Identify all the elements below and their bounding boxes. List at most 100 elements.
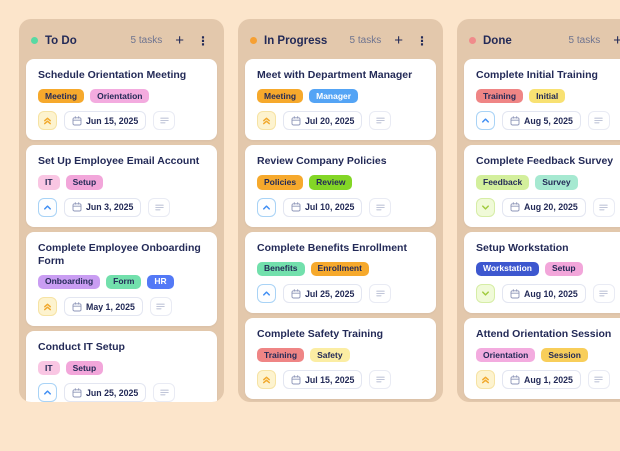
double-chevron-up-icon [263, 376, 270, 384]
task-card[interactable]: Meet with Department Manager Meeting Man… [245, 59, 436, 141]
tag-list: Feedback Survey [476, 175, 620, 190]
task-card[interactable]: Set Up Employee Email Account IT Setup J… [26, 145, 217, 227]
task-card[interactable]: Schedule Orientation Meeting Meeting Ori… [26, 59, 217, 141]
column-status-dot [250, 37, 257, 44]
tag: Safety [310, 348, 350, 363]
calendar-icon [291, 375, 301, 385]
tag-list: Meeting Orientation [38, 89, 205, 104]
chevron-up-icon [44, 390, 51, 395]
tag: Setup [65, 175, 104, 190]
notes-icon [587, 370, 610, 390]
priority-icon [38, 383, 57, 402]
task-card[interactable]: Review Company Policies Policies Review … [245, 145, 436, 227]
task-card[interactable]: Attend Orientation Session Orientation S… [464, 318, 620, 400]
column-title: To Do [45, 34, 77, 47]
tag: Initial [529, 89, 566, 104]
calendar-icon [72, 388, 82, 398]
task-card[interactable]: Complete Employee Onboarding Form Onboar… [26, 231, 217, 327]
due-date-label: Jul 25, 2025 [305, 288, 355, 299]
notes-icon [153, 111, 176, 131]
double-chevron-up-icon [263, 117, 270, 125]
due-date-label: Aug 1, 2025 [524, 374, 573, 385]
column-task-count: 5 tasks [568, 35, 601, 46]
task-title: Review Company Policies [257, 155, 387, 168]
text-lines-icon [376, 118, 385, 124]
tag: Orientation [90, 89, 150, 104]
calendar-icon [510, 116, 520, 126]
column-header: In Progress 5 tasks + ⋮ [245, 26, 436, 59]
column-header: Done 5 tasks + ⋮ [464, 26, 620, 59]
due-date-label: Aug 10, 2025 [524, 288, 578, 299]
due-date-chip: Aug 10, 2025 [502, 284, 586, 304]
task-meta: Jun 15, 2025 [38, 111, 205, 131]
column-task-count: 5 tasks [349, 35, 382, 46]
tag: Setup [65, 361, 104, 376]
tag: IT [38, 175, 60, 190]
task-card[interactable]: Complete Initial Training Training Initi… [464, 59, 620, 141]
tag: Feedback [476, 175, 530, 190]
due-date-label: May 1, 2025 [86, 301, 135, 312]
due-date-label: Aug 20, 2025 [524, 202, 578, 213]
add-card-icon[interactable]: + [610, 31, 620, 50]
priority-icon [257, 284, 276, 304]
task-card[interactable]: Setup Workstation Workstation Setup Aug … [464, 231, 620, 314]
text-lines-icon [376, 204, 385, 211]
task-title: Attend Orientation Session [476, 328, 612, 341]
task-card[interactable]: Complete Benefits Enrollment Benefits En… [245, 231, 436, 314]
due-date-chip: Aug 1, 2025 [502, 370, 581, 390]
calendar-icon [72, 116, 82, 126]
due-date-chip: Jul 15, 2025 [283, 370, 363, 390]
chevron-up-icon [263, 205, 270, 210]
tag: Benefits [257, 261, 305, 277]
column-header: To Do 5 tasks + ⋮ [26, 26, 217, 59]
priority-icon [38, 197, 57, 217]
tag-list: Onboarding Form HR [38, 274, 205, 290]
notes-icon [153, 383, 176, 402]
text-lines-icon [594, 118, 604, 124]
add-card-icon[interactable]: + [172, 31, 187, 50]
chevron-up-icon [44, 205, 51, 210]
task-title: Complete Initial Training [476, 69, 598, 81]
kanban-column: In Progress 5 tasks + ⋮ Meet with Depart… [238, 19, 443, 402]
column-task-count: 5 tasks [130, 35, 163, 46]
column-menu-icon[interactable]: ⋮ [413, 33, 431, 49]
double-chevron-up-icon [44, 117, 51, 125]
due-date-chip: Jun 25, 2025 [64, 383, 147, 402]
priority-icon [476, 284, 495, 304]
column-menu-icon[interactable]: ⋮ [194, 33, 212, 49]
tag: Meeting [38, 89, 85, 104]
priority-icon [476, 111, 495, 131]
chevron-up-icon [263, 291, 270, 296]
tag: Survey [535, 175, 578, 190]
notes-icon [148, 197, 171, 217]
task-card[interactable]: Complete Safety Training Training Safety… [245, 318, 436, 400]
text-lines-icon [376, 290, 385, 297]
tag: Meeting [257, 89, 304, 104]
task-meta: Aug 5, 2025 [476, 111, 620, 131]
calendar-icon [510, 375, 520, 385]
task-title: Setup Workstation [476, 241, 569, 254]
task-card[interactable]: Conduct IT Setup IT Setup Jun 25, 2025 [26, 331, 217, 402]
tag-list: Meeting Manager [257, 89, 424, 104]
task-card[interactable]: Complete Feedback Survey Feedback Survey… [464, 145, 620, 227]
calendar-icon [291, 288, 301, 298]
text-lines-icon [155, 204, 164, 211]
double-chevron-up-icon [482, 376, 489, 384]
due-date-chip: Aug 5, 2025 [502, 111, 581, 131]
task-meta: Jul 25, 2025 [257, 284, 424, 304]
task-meta: Jul 10, 2025 [257, 197, 424, 217]
column-title: Done [483, 34, 512, 47]
add-card-icon[interactable]: + [391, 31, 406, 50]
tag-list: Benefits Enrollment [257, 261, 424, 277]
text-lines-icon [156, 303, 166, 310]
task-meta: Jun 3, 2025 [38, 197, 205, 217]
text-lines-icon [376, 377, 385, 383]
notes-icon [369, 197, 392, 217]
priority-icon [38, 297, 57, 317]
tag: Workstation [476, 261, 539, 277]
calendar-icon [510, 288, 520, 298]
text-lines-icon [160, 390, 169, 396]
tag-list: Workstation Setup [476, 261, 620, 277]
task-title: Complete Safety Training [257, 328, 384, 341]
